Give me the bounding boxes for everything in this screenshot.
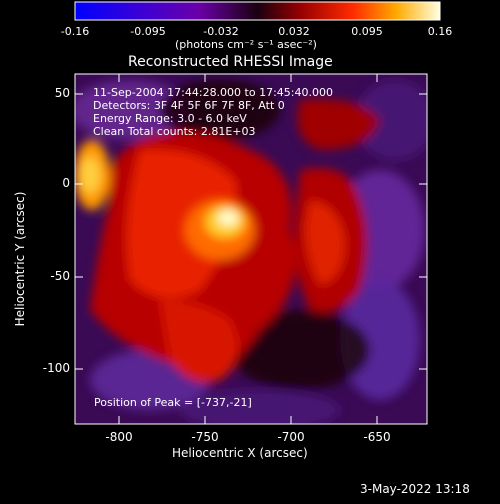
x-tick-label: -650 xyxy=(363,430,391,444)
peak-label: Position of Peak = [-737,-21] xyxy=(94,396,252,409)
colorbar-tick-label: 0.095 xyxy=(351,25,383,38)
colorbar-tick-label: -0.032 xyxy=(203,25,239,38)
plot-frame xyxy=(74,73,428,425)
info-line-clean: Clean Total counts: 2.81E+03 xyxy=(93,125,256,138)
colorbar-tick-label: 0.032 xyxy=(278,25,310,38)
x-tick-label: -750 xyxy=(191,430,219,444)
x-axis-label: Heliocentric X (arcsec) xyxy=(172,446,308,460)
info-block: 11-Sep-2004 17:44:28.000 to 17:45:40.000… xyxy=(93,86,333,138)
y-tick-label: -50 xyxy=(50,269,70,283)
axis-ticks xyxy=(75,74,427,424)
colorbar-tick-label: -0.16 xyxy=(60,25,90,38)
y-tick-label: 50 xyxy=(54,86,70,100)
info-line-time: 11-Sep-2004 17:44:28.000 to 17:45:40.000 xyxy=(93,86,333,99)
x-tick-label: -700 xyxy=(277,430,305,444)
timestamp: 3-May-2022 13:18 xyxy=(360,482,470,496)
colorbar-units: (photons cm⁻² s⁻¹ asec⁻²) xyxy=(175,38,317,51)
info-line-detectors: Detectors: 3F 4F 5F 6F 7F 8F, Att 0 xyxy=(93,99,285,112)
y-axis-label: Heliocentric Y (arcsec) xyxy=(13,191,27,327)
y-tick-label: 0 xyxy=(62,176,70,190)
solar-image xyxy=(75,74,427,424)
image-title: Reconstructed RHESSI Image xyxy=(128,54,333,70)
x-tick-label: -800 xyxy=(105,430,133,444)
info-line-energy: Energy Range: 3.0 - 6.0 keV xyxy=(93,112,247,125)
colorbar xyxy=(74,1,441,21)
colorbar-tick-label: 0.16 xyxy=(427,25,453,38)
y-tick-label: -100 xyxy=(42,361,70,375)
colorbar-tick-label: -0.095 xyxy=(130,25,166,38)
